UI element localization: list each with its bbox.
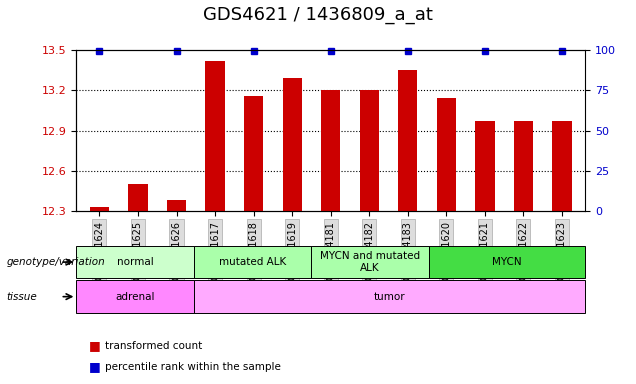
Bar	[205, 61, 225, 211]
Bar	[321, 90, 340, 211]
Text: ■: ■	[89, 339, 100, 352]
Bar	[244, 96, 263, 211]
Bar	[398, 70, 417, 211]
Bar	[514, 121, 533, 211]
Text: normal: normal	[116, 257, 153, 267]
Text: genotype/variation: genotype/variation	[6, 257, 105, 267]
Text: GDS4621 / 1436809_a_at: GDS4621 / 1436809_a_at	[203, 6, 433, 24]
Bar	[359, 90, 379, 211]
Bar	[282, 78, 302, 211]
Bar	[167, 200, 186, 211]
Text: MYCN: MYCN	[492, 257, 522, 267]
Bar	[128, 184, 148, 211]
Text: ■: ■	[89, 360, 100, 373]
Text: adrenal: adrenal	[115, 291, 155, 302]
Text: MYCN and mutated
ALK: MYCN and mutated ALK	[320, 251, 420, 273]
Text: tumor: tumor	[373, 291, 405, 302]
Text: transformed count: transformed count	[105, 341, 202, 351]
Bar	[90, 207, 109, 211]
Text: tissue: tissue	[6, 291, 37, 302]
Bar	[437, 98, 456, 211]
Text: percentile rank within the sample: percentile rank within the sample	[105, 362, 281, 372]
Bar	[475, 121, 495, 211]
Text: mutated ALK: mutated ALK	[219, 257, 286, 267]
Bar	[552, 121, 572, 211]
